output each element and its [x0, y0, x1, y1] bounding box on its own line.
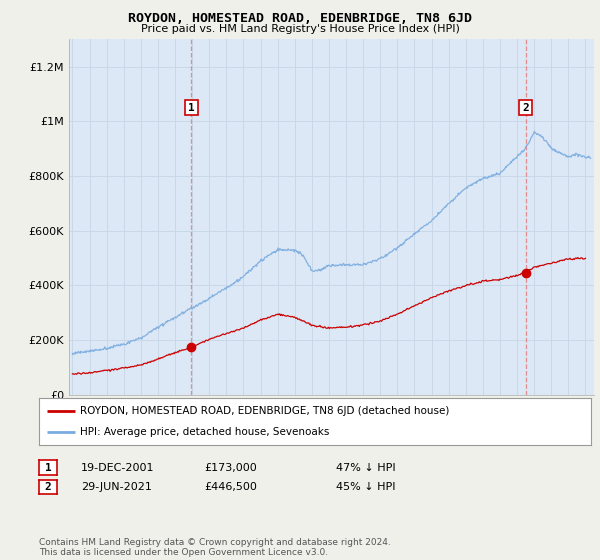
Text: 1: 1	[188, 102, 195, 113]
Text: ROYDON, HOMESTEAD ROAD, EDENBRIDGE, TN8 6JD (detached house): ROYDON, HOMESTEAD ROAD, EDENBRIDGE, TN8 …	[80, 406, 450, 416]
Text: £173,000: £173,000	[204, 463, 257, 473]
Text: 19-DEC-2001: 19-DEC-2001	[81, 463, 155, 473]
Text: Contains HM Land Registry data © Crown copyright and database right 2024.
This d: Contains HM Land Registry data © Crown c…	[39, 538, 391, 557]
Text: HPI: Average price, detached house, Sevenoaks: HPI: Average price, detached house, Seve…	[80, 427, 330, 437]
Text: 47% ↓ HPI: 47% ↓ HPI	[336, 463, 395, 473]
Text: 29-JUN-2021: 29-JUN-2021	[81, 482, 152, 492]
Text: 45% ↓ HPI: 45% ↓ HPI	[336, 482, 395, 492]
Text: Price paid vs. HM Land Registry's House Price Index (HPI): Price paid vs. HM Land Registry's House …	[140, 24, 460, 34]
Text: 2: 2	[44, 482, 52, 492]
Text: £446,500: £446,500	[204, 482, 257, 492]
Text: 1: 1	[44, 463, 52, 473]
Text: 2: 2	[522, 102, 529, 113]
Text: ROYDON, HOMESTEAD ROAD, EDENBRIDGE, TN8 6JD: ROYDON, HOMESTEAD ROAD, EDENBRIDGE, TN8 …	[128, 12, 472, 25]
